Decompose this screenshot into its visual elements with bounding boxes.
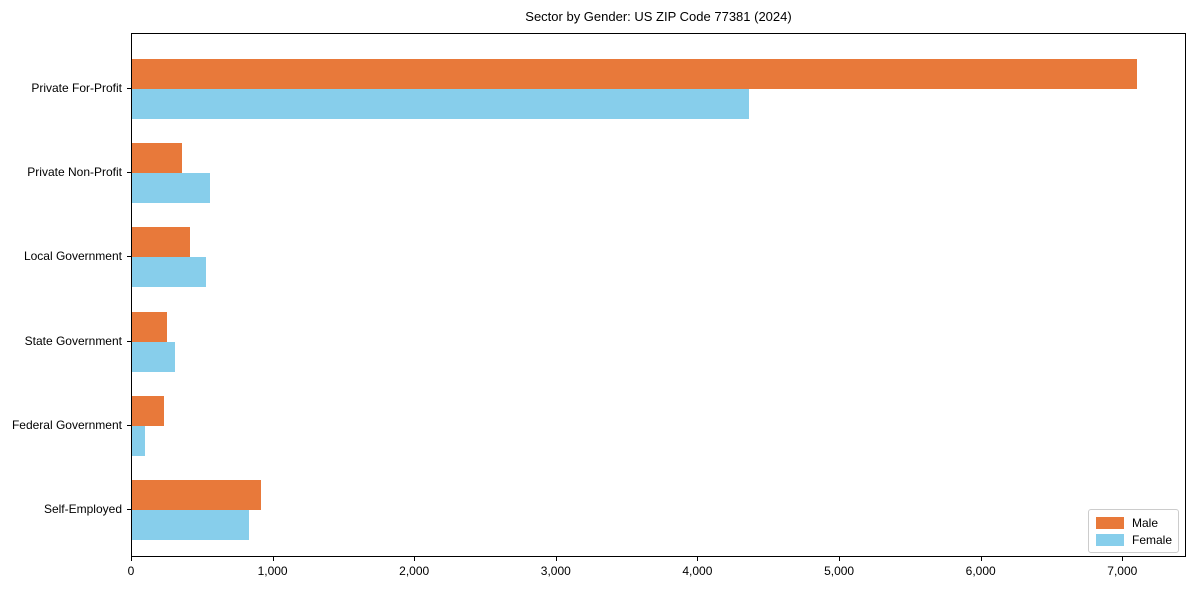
- bar-female-federal-government: [132, 425, 145, 456]
- legend-label-female: Female: [1132, 532, 1173, 547]
- category-label: State Government: [24, 333, 122, 348]
- x-tick-mark: [131, 557, 132, 561]
- x-axis-tick-label: 1,000: [257, 564, 288, 578]
- bar-male-private-for-profit: [132, 59, 1138, 89]
- y-tick-mark: [127, 88, 131, 89]
- bar-male-self-employed: [132, 480, 261, 510]
- x-tick-mark: [980, 557, 982, 561]
- legend-item-male: Male: [1096, 515, 1171, 530]
- bar-male-federal-government: [132, 395, 164, 426]
- category-label: Federal Government: [11, 417, 122, 432]
- category-label: Local Government: [23, 249, 122, 264]
- bar-female-self-employed: [132, 510, 249, 540]
- plot-area: [131, 33, 1186, 557]
- x-tick-mark: [1122, 557, 1124, 561]
- legend: Male Female: [1088, 509, 1179, 553]
- x-axis-tick-label: 6,000: [965, 564, 996, 578]
- x-axis-tick-label: 4,000: [682, 564, 713, 578]
- bar-male-private-non-profit: [132, 143, 182, 174]
- bar-female-private-non-profit: [132, 173, 210, 204]
- x-axis-tick-label: 3,000: [540, 564, 571, 578]
- x-tick-mark: [272, 557, 274, 561]
- legend-label-male: Male: [1132, 515, 1159, 530]
- x-axis-tick-label: 5,000: [824, 564, 855, 578]
- y-tick-mark: [127, 172, 131, 174]
- x-tick-mark: [414, 557, 416, 561]
- x-tick-mark: [697, 557, 699, 561]
- y-tick-mark: [127, 340, 131, 342]
- female-color-swatch: [1096, 533, 1124, 546]
- male-color-swatch: [1096, 516, 1124, 529]
- bar-female-state-government: [132, 341, 175, 372]
- y-tick-mark: [127, 424, 131, 426]
- category-label: Self-Employed: [43, 502, 122, 516]
- category-label: Private For-Profit: [31, 81, 122, 95]
- category-label: Private Non-Profit: [27, 165, 122, 180]
- x-tick-mark: [839, 557, 841, 561]
- chart-title: Sector by Gender: US ZIP Code 77381 (202…: [525, 9, 792, 24]
- x-tick-mark: [555, 557, 557, 561]
- x-axis-tick-label: 7,000: [1107, 564, 1138, 578]
- bar-female-private-for-profit: [132, 89, 750, 119]
- x-axis-tick-label: 0: [127, 564, 135, 578]
- bar-female-local-government: [132, 257, 206, 288]
- x-axis-tick-label: 2,000: [399, 564, 430, 578]
- bar-male-state-government: [132, 311, 168, 342]
- y-tick-mark: [127, 256, 131, 258]
- y-tick-mark: [127, 509, 131, 510]
- bar-male-local-government: [132, 227, 191, 258]
- legend-item-female: Female: [1096, 532, 1173, 547]
